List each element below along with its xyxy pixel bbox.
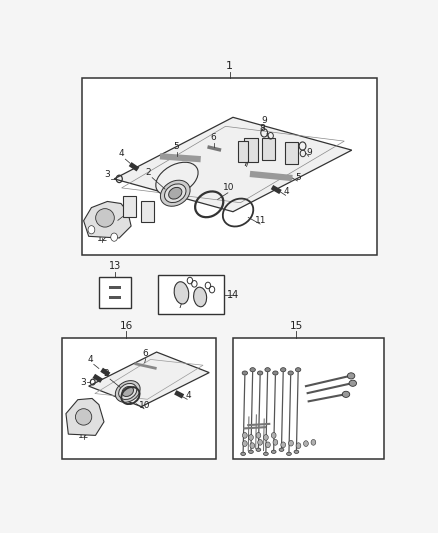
Circle shape	[111, 233, 117, 241]
Text: 10: 10	[139, 401, 151, 410]
Ellipse shape	[160, 180, 190, 206]
Bar	[244, 138, 258, 161]
Ellipse shape	[249, 450, 253, 454]
Ellipse shape	[258, 371, 263, 375]
Ellipse shape	[288, 371, 293, 375]
Circle shape	[265, 442, 270, 448]
Polygon shape	[84, 201, 131, 238]
Text: 2: 2	[103, 369, 109, 378]
Circle shape	[243, 432, 247, 438]
Text: 1: 1	[226, 61, 233, 71]
Text: 11: 11	[255, 216, 267, 225]
Ellipse shape	[75, 409, 92, 425]
Text: 9: 9	[307, 148, 312, 157]
Ellipse shape	[241, 452, 246, 456]
Text: 4: 4	[284, 187, 290, 196]
Text: 6: 6	[143, 349, 148, 358]
Bar	[61, 338, 216, 459]
Ellipse shape	[280, 368, 286, 372]
Text: 14: 14	[227, 290, 239, 300]
Ellipse shape	[156, 162, 198, 196]
Circle shape	[281, 442, 286, 448]
Text: 5: 5	[296, 173, 301, 182]
Circle shape	[250, 443, 254, 448]
Bar	[285, 142, 298, 164]
Ellipse shape	[256, 448, 261, 451]
Text: 15: 15	[290, 321, 303, 330]
Ellipse shape	[264, 452, 268, 456]
Circle shape	[311, 440, 316, 445]
Bar	[158, 276, 224, 314]
Circle shape	[88, 225, 95, 234]
Ellipse shape	[250, 368, 255, 372]
Bar	[123, 196, 135, 216]
Text: 7: 7	[243, 159, 248, 168]
Ellipse shape	[265, 368, 270, 372]
Bar	[82, 78, 377, 255]
Circle shape	[258, 440, 262, 445]
Text: 12: 12	[97, 234, 108, 243]
Text: 8: 8	[111, 212, 117, 221]
Text: 12: 12	[78, 431, 89, 440]
Circle shape	[249, 434, 253, 440]
Ellipse shape	[349, 380, 357, 386]
Ellipse shape	[273, 371, 278, 375]
Ellipse shape	[347, 373, 355, 379]
Text: 10: 10	[223, 183, 235, 192]
Text: 9: 9	[261, 116, 267, 125]
Polygon shape	[88, 352, 209, 407]
Ellipse shape	[169, 188, 182, 199]
Circle shape	[296, 443, 301, 448]
Ellipse shape	[279, 448, 284, 451]
Text: 4: 4	[87, 354, 93, 364]
Text: 9: 9	[195, 294, 200, 303]
Text: 4: 4	[118, 149, 124, 158]
Circle shape	[256, 432, 261, 438]
Text: 7: 7	[177, 301, 183, 310]
Text: 6: 6	[211, 133, 216, 142]
Ellipse shape	[286, 452, 291, 456]
Polygon shape	[114, 117, 352, 212]
Bar	[238, 141, 247, 161]
Circle shape	[271, 432, 276, 438]
Ellipse shape	[122, 386, 134, 397]
Ellipse shape	[271, 450, 276, 454]
Bar	[233, 338, 384, 459]
Bar	[141, 201, 154, 222]
Ellipse shape	[342, 391, 350, 398]
Circle shape	[289, 440, 293, 446]
Ellipse shape	[95, 208, 114, 227]
Text: 2: 2	[145, 168, 151, 177]
Ellipse shape	[119, 383, 137, 400]
Text: 3: 3	[80, 377, 86, 386]
Text: 4: 4	[185, 391, 191, 400]
Ellipse shape	[294, 450, 299, 454]
Ellipse shape	[115, 381, 140, 402]
Circle shape	[304, 441, 308, 447]
Ellipse shape	[174, 282, 189, 304]
Ellipse shape	[295, 368, 301, 372]
Ellipse shape	[194, 287, 207, 307]
Circle shape	[273, 440, 278, 445]
Ellipse shape	[242, 371, 247, 375]
Bar	[262, 138, 276, 160]
Text: 13: 13	[109, 261, 121, 271]
Text: 8: 8	[259, 124, 265, 133]
Text: 5: 5	[173, 142, 179, 151]
Bar	[109, 296, 121, 299]
Polygon shape	[66, 399, 104, 435]
Bar	[99, 277, 131, 308]
Text: 3: 3	[104, 170, 110, 179]
Bar	[109, 286, 121, 289]
Ellipse shape	[165, 184, 186, 203]
Circle shape	[264, 434, 268, 440]
Text: 16: 16	[120, 321, 133, 330]
Circle shape	[243, 441, 247, 447]
